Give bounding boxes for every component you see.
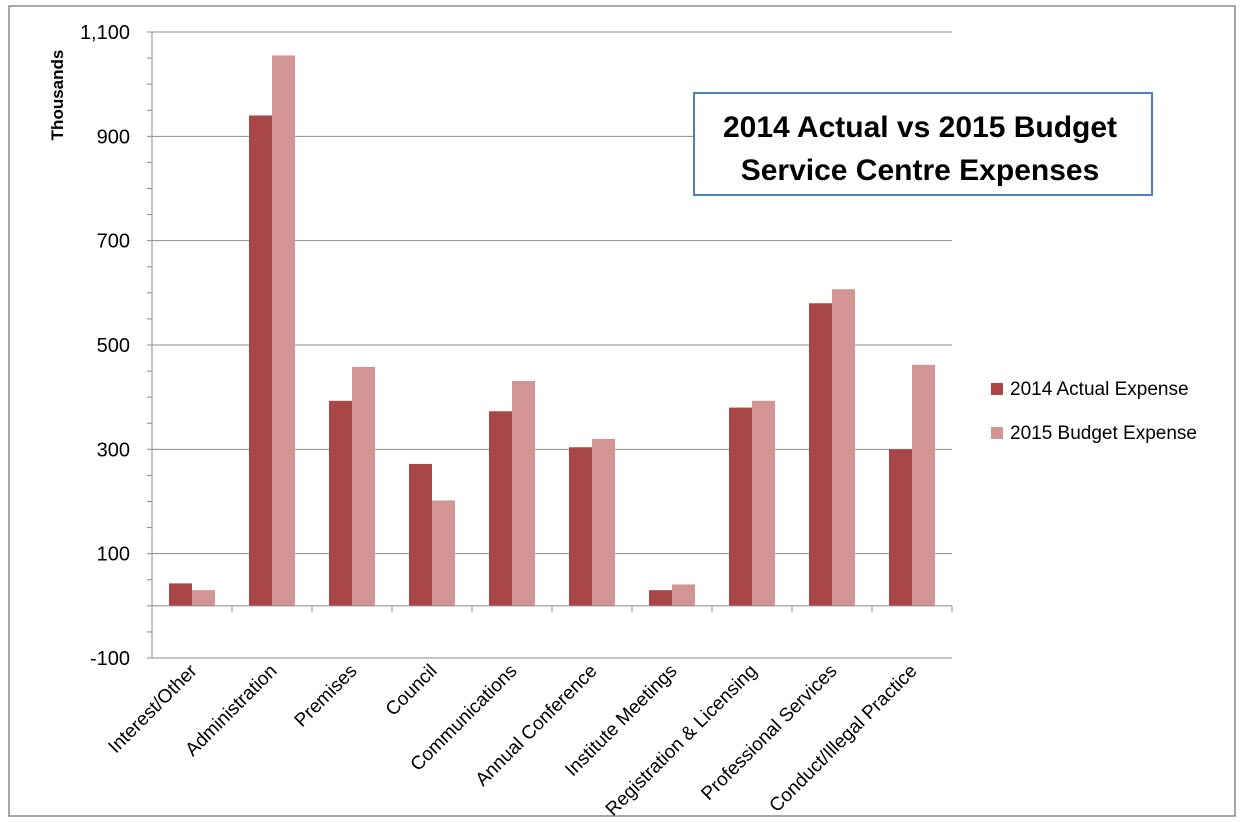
bar-budget-2015 <box>592 438 615 606</box>
y-tick-label: 300 <box>97 439 130 461</box>
bars <box>169 55 935 606</box>
bar-actual-2014 <box>569 447 592 606</box>
bar-actual-2014 <box>329 400 352 606</box>
title-line-1: 2014 Actual vs 2015 Budget <box>723 111 1117 144</box>
bar-actual-2014 <box>489 411 512 606</box>
y-tick-label: 100 <box>97 544 130 566</box>
y-tick-label: -100 <box>90 648 130 670</box>
bar-budget-2015 <box>672 584 695 606</box>
title-box <box>693 92 1153 196</box>
bar-budget-2015 <box>512 380 535 606</box>
bar-budget-2015 <box>832 289 855 606</box>
y-tick-labels: -100 100 300 500 700 900 1,100 <box>80 22 130 670</box>
y-tick-label: 1,100 <box>80 22 130 44</box>
y-axis-title: Thousands <box>48 50 67 141</box>
bar-actual-2014 <box>889 449 912 606</box>
axes <box>147 31 953 659</box>
y-tick-label: 700 <box>97 231 130 253</box>
y-tick-label: 900 <box>97 126 130 148</box>
bar-budget-2015 <box>432 500 455 606</box>
bar-budget-2015 <box>272 55 295 606</box>
bar-actual-2014 <box>249 115 272 606</box>
bar-actual-2014 <box>649 590 672 606</box>
bar-budget-2015 <box>912 364 935 606</box>
legend-label: 2014 Actual Expense <box>1010 379 1189 400</box>
bar-budget-2015 <box>192 590 215 606</box>
y-tick-label: 500 <box>97 335 130 357</box>
legend-label: 2015 Budget Expense <box>1010 423 1197 444</box>
bar-budget-2015 <box>352 366 375 606</box>
chart-title: 2014 Actual vs 2015 Budget Service Centr… <box>693 92 1153 196</box>
legend: 2014 Actual Expense 2015 Budget Expense <box>991 379 1197 444</box>
title-line-2: Service Centre Expenses <box>741 154 1100 187</box>
bar-actual-2014 <box>729 407 752 606</box>
bar-actual-2014 <box>169 583 192 606</box>
bar-budget-2015 <box>752 400 775 606</box>
bar-actual-2014 <box>409 463 432 606</box>
legend-swatch <box>991 427 1003 439</box>
legend-swatch <box>991 383 1003 395</box>
bar-actual-2014 <box>809 303 832 606</box>
